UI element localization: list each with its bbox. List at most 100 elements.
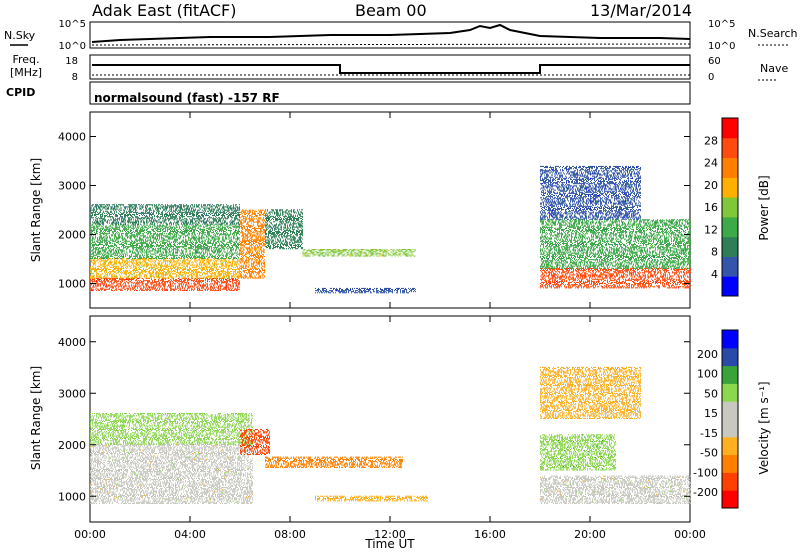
heatmap-cell (150, 247, 151, 249)
heatmap-cell (232, 263, 233, 265)
heatmap-cell (220, 275, 221, 277)
heatmap-cell (169, 284, 170, 286)
heatmap-cell (180, 288, 181, 290)
heatmap-cell (146, 253, 147, 255)
heatmap-cell (235, 262, 236, 264)
heatmap-cell (233, 283, 234, 285)
heatmap-cell (92, 255, 93, 257)
heatmap-cell (209, 256, 210, 258)
heatmap-cell (137, 229, 138, 231)
heatmap-cell (131, 274, 132, 276)
heatmap-cell (221, 282, 222, 284)
heatmap-cell (121, 235, 122, 237)
heatmap-cell (97, 257, 98, 259)
heatmap-cell (99, 289, 100, 291)
heatmap-cell (137, 231, 138, 233)
heatmap-cell (139, 247, 140, 249)
heatmap-cell (174, 242, 175, 244)
heatmap-cell (176, 265, 177, 267)
heatmap-cell (123, 246, 124, 248)
heatmap-cell (165, 226, 166, 228)
heatmap-cell (197, 256, 198, 258)
heatmap-cell (205, 273, 206, 275)
heatmap-cell (143, 239, 144, 241)
heatmap-cell (176, 224, 177, 226)
heatmap-cell (184, 256, 185, 258)
heatmap-cell (185, 232, 186, 234)
heatmap-cell (205, 249, 206, 251)
heatmap-cell (177, 231, 178, 233)
heatmap-cell (105, 267, 106, 269)
heatmap-cell (123, 239, 124, 241)
heatmap-cell (145, 277, 146, 279)
heatmap-cell (180, 281, 181, 283)
heatmap-cell (152, 235, 153, 237)
heatmap-cell (154, 246, 155, 248)
heatmap-cell (215, 250, 216, 252)
heatmap-cell (161, 273, 162, 275)
heatmap-cell (101, 240, 102, 242)
heatmap-cell (142, 226, 143, 228)
heatmap-cell (213, 226, 214, 228)
heatmap-cell (225, 245, 226, 247)
heatmap-cell (118, 286, 119, 288)
heatmap-cell (101, 274, 102, 276)
heatmap-cell (197, 251, 198, 253)
heatmap-cell (139, 272, 140, 274)
heatmap-cell (173, 250, 174, 252)
heatmap-cell (205, 243, 206, 245)
heatmap-cell (210, 289, 211, 291)
heatmap-cell (200, 258, 201, 260)
heatmap-cell (211, 268, 212, 270)
heatmap-cell (142, 242, 143, 244)
heatmap-cell (119, 227, 120, 229)
heatmap-cell (195, 268, 196, 270)
heatmap-cell (92, 245, 93, 247)
heatmap-cell (112, 234, 113, 236)
heatmap-cell (143, 283, 144, 285)
heatmap-cell (141, 289, 142, 291)
heatmap-cell (239, 260, 240, 262)
heatmap-cell (186, 284, 187, 286)
heatmap-cell (170, 260, 171, 262)
heatmap-cell (97, 282, 98, 284)
heatmap-cell (131, 284, 132, 286)
heatmap-cell (94, 286, 95, 288)
heatmap-cell (187, 254, 188, 256)
heatmap-cell (135, 284, 136, 286)
heatmap-cell (142, 271, 143, 273)
heatmap-cell (206, 266, 207, 268)
heatmap-cell (155, 260, 156, 262)
heatmap-cell (156, 284, 157, 286)
heatmap-cell (203, 277, 204, 279)
heatmap-cell (157, 236, 158, 238)
heatmap-cell (129, 281, 130, 283)
heatmap-cell (137, 232, 138, 234)
heatmap-cell (144, 250, 145, 252)
heatmap-cell (236, 281, 237, 283)
heatmap-cell (168, 272, 169, 274)
heatmap-cell (129, 249, 130, 251)
heatmap-cell (232, 279, 233, 281)
heatmap-cell (227, 243, 228, 245)
heatmap-cell (201, 270, 202, 272)
heatmap-cell (97, 256, 98, 258)
heatmap-cell (142, 277, 143, 279)
heatmap-cell (224, 281, 225, 283)
heatmap-cell (118, 232, 119, 234)
heatmap-cell (91, 259, 92, 261)
heatmap-cell (212, 226, 213, 228)
heatmap-cell (195, 247, 196, 249)
heatmap-cell (126, 276, 127, 278)
heatmap-cell (191, 248, 192, 250)
heatmap-cell (226, 275, 227, 277)
heatmap-cell (130, 246, 131, 248)
heatmap-cell (177, 246, 178, 248)
heatmap-cell (106, 237, 107, 239)
heatmap-cell (171, 275, 172, 277)
heatmap-cell (203, 285, 204, 287)
heatmap-cell (184, 262, 185, 264)
heatmap-cell (180, 289, 181, 291)
heatmap-cell (119, 277, 120, 279)
heatmap-cell (135, 267, 136, 269)
